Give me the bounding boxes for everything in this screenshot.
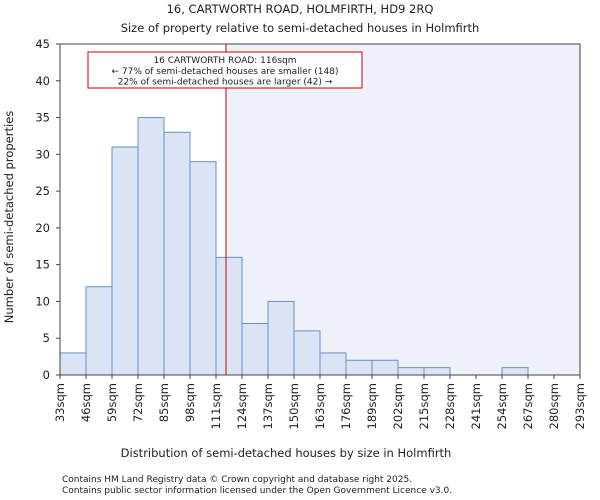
histogram-bar bbox=[501, 367, 529, 376]
chart-title: 16, CARTWORTH ROAD, HOLMFIRTH, HD9 2RQ bbox=[167, 2, 434, 16]
footer-line-2: Contains public sector information licen… bbox=[62, 486, 452, 496]
histogram-bar bbox=[397, 367, 425, 376]
y-tick-label: 25 bbox=[35, 184, 50, 198]
histogram-bar bbox=[371, 359, 399, 376]
histogram-bar bbox=[241, 323, 269, 376]
histogram-bar bbox=[85, 286, 113, 376]
histogram-bar bbox=[293, 330, 321, 376]
histogram-bar bbox=[319, 352, 347, 376]
annotation-box: 16 CARTWORTH ROAD: 116sqm ← 77% of semi-… bbox=[87, 51, 363, 89]
x-tick-label: 189sqm bbox=[365, 383, 379, 429]
x-tick-label: 137sqm bbox=[261, 383, 275, 429]
histogram-bar bbox=[267, 300, 295, 376]
x-tick-label: 163sqm bbox=[313, 383, 327, 429]
x-tick-label: 46sqm bbox=[79, 383, 93, 422]
y-axis-label: Number of semi-detached properties bbox=[2, 111, 16, 323]
y-tick-label: 20 bbox=[35, 221, 50, 235]
x-tick-label: 280sqm bbox=[547, 383, 561, 429]
y-tick-label: 10 bbox=[35, 294, 50, 308]
footer-line-1: Contains HM Land Registry data © Crown c… bbox=[62, 475, 412, 485]
y-tick-label: 0 bbox=[43, 368, 50, 382]
histogram-bar bbox=[345, 359, 373, 376]
histogram-bar bbox=[111, 146, 139, 376]
histogram-bar bbox=[423, 367, 451, 376]
annotation-line-1: 16 CARTWORTH ROAD: 116sqm bbox=[153, 56, 296, 66]
x-tick-label: 111sqm bbox=[209, 383, 223, 429]
annotation-border bbox=[87, 51, 363, 89]
x-tick-label: 98sqm bbox=[183, 383, 197, 422]
x-tick-label: 215sqm bbox=[417, 383, 431, 429]
x-axis-label: Distribution of semi-detached houses by … bbox=[121, 446, 452, 460]
y-tick-label: 15 bbox=[35, 258, 50, 272]
x-tick-label: 176sqm bbox=[339, 383, 353, 429]
chart-subtitle: Size of property relative to semi-detach… bbox=[121, 21, 480, 35]
x-tick-label: 293sqm bbox=[573, 383, 587, 429]
x-tick-label: 85sqm bbox=[157, 383, 171, 422]
x-tick-label: 124sqm bbox=[235, 383, 249, 429]
x-tick-label: 59sqm bbox=[105, 383, 119, 422]
x-tick-label: 267sqm bbox=[521, 383, 535, 429]
histogram-bar bbox=[189, 161, 217, 376]
axes: 0 5 10 15 20 25 30 35 40 45 33sqm 46sqm 59sqm 72sqm 85… bbox=[35, 37, 587, 429]
y-tick-label: 30 bbox=[35, 147, 50, 161]
histogram-bar bbox=[215, 256, 243, 376]
x-tick-label: 33sqm bbox=[53, 383, 67, 422]
x-tick-label: 202sqm bbox=[391, 383, 405, 429]
y-tick-label: 5 bbox=[43, 331, 50, 345]
histogram-bar bbox=[137, 117, 165, 376]
x-tick-label: 150sqm bbox=[287, 383, 301, 429]
annotation-line-3: 22% of semi-detached houses are larger (… bbox=[118, 78, 333, 88]
histogram-bar bbox=[59, 352, 87, 376]
y-tick-label: 45 bbox=[35, 37, 50, 51]
x-tick-label: 72sqm bbox=[131, 383, 145, 422]
x-tick-label: 228sqm bbox=[443, 383, 457, 429]
y-tick-label: 35 bbox=[35, 111, 50, 125]
histogram-bar bbox=[163, 131, 191, 376]
y-tick-label: 40 bbox=[35, 74, 50, 88]
x-tick-label: 241sqm bbox=[469, 383, 483, 429]
annotation-line-2: ← 77% of semi-detached houses are smalle… bbox=[112, 67, 339, 77]
x-tick-label: 254sqm bbox=[495, 383, 509, 429]
bars bbox=[59, 44, 529, 376]
